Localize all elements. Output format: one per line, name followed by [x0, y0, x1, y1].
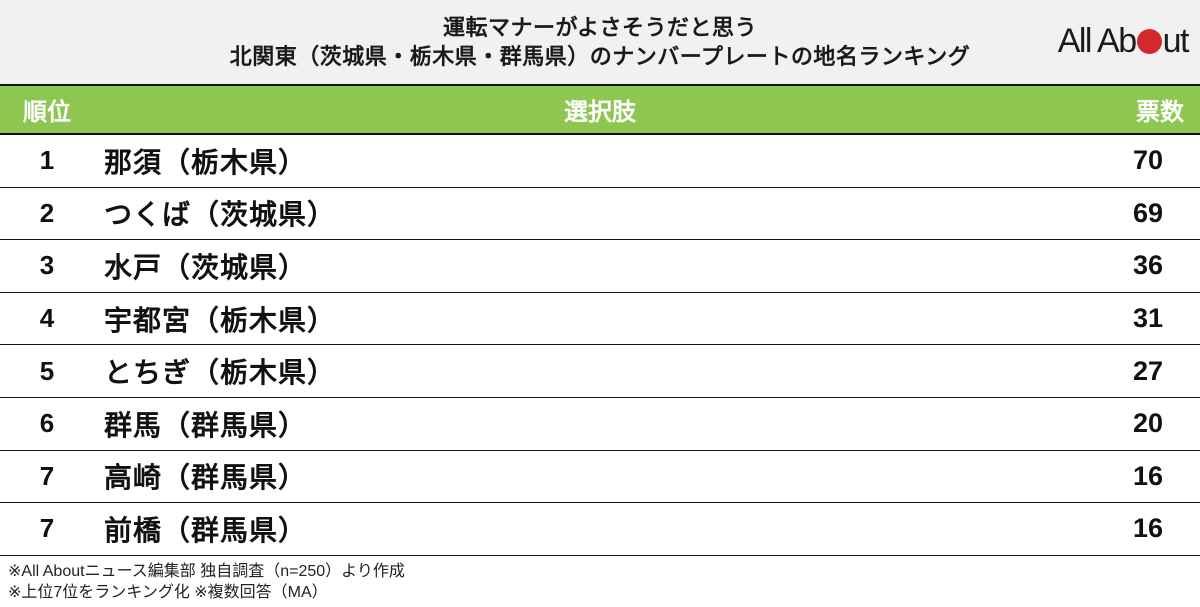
choice-cell: 群馬（群馬県） — [104, 409, 308, 441]
table-row: 1 那須（栃木県） 70 — [0, 135, 1200, 188]
votes-cell: 16 — [1132, 513, 1163, 544]
footnotes: ※All Aboutニュース編集部 独自調査（n=250）より作成 ※上位7位を… — [0, 555, 1200, 603]
votes-cell: 36 — [1132, 250, 1163, 281]
choice-cell: 高崎（群馬県） — [104, 462, 308, 494]
rank-cell: 3 — [39, 250, 55, 281]
rank-cell: 4 — [39, 303, 55, 334]
footnote-line-2: ※上位7位をランキング化 ※複数回答（MA） — [8, 583, 328, 601]
title-line-1: 運転マナーがよさそうだと思う — [443, 15, 757, 40]
column-header-votes: 票数 — [1136, 99, 1184, 126]
choice-cell: つくば（茨城県） — [104, 199, 337, 231]
votes-cell: 20 — [1132, 408, 1163, 439]
votes-cell: 16 — [1132, 460, 1163, 491]
table-header-row: 順位 選択肢 票数 — [0, 84, 1200, 135]
table-row: 7 前橋（群馬県） 16 — [0, 503, 1200, 556]
choice-cell: 水戸（茨城県） — [104, 251, 308, 283]
votes-cell: 31 — [1132, 303, 1163, 334]
rank-cell: 2 — [39, 197, 55, 228]
footnote-line-1: ※All Aboutニュース編集部 独自調査（n=250）より作成 — [8, 562, 405, 580]
rank-cell: 7 — [39, 460, 55, 491]
header-band: 運転マナーがよさそうだと思う 北関東（茨城県・栃木県・群馬県）のナンバープレート… — [0, 0, 1200, 84]
rank-cell: 1 — [39, 145, 55, 176]
rank-cell: 5 — [39, 355, 55, 386]
logo-red-dot-icon — [1136, 29, 1162, 54]
logo-text-right: ut — [1162, 22, 1190, 60]
column-header-choice: 選択肢 — [564, 99, 636, 126]
votes-cell: 27 — [1132, 355, 1163, 386]
choice-cell: 宇都宮（栃木県） — [104, 304, 337, 336]
column-header-rank: 順位 — [23, 99, 71, 126]
table-row: 7 高崎（群馬県） 16 — [0, 450, 1200, 504]
table-row: 6 群馬（群馬県） 20 — [0, 397, 1200, 451]
table-row: 2 つくば（茨城県） 69 — [0, 187, 1200, 241]
choice-cell: 那須（栃木県） — [104, 146, 308, 178]
title-line-2: 北関東（茨城県・栃木県・群馬県）のナンバープレートの地名ランキング — [229, 44, 971, 69]
rank-cell: 7 — [39, 513, 55, 544]
choice-cell: 前橋（群馬県） — [104, 514, 308, 546]
choice-cell: とちぎ（栃木県） — [104, 357, 337, 389]
rank-cell: 6 — [39, 408, 55, 439]
votes-cell: 70 — [1132, 145, 1163, 176]
table-row: 4 宇都宮（栃木県） 31 — [0, 292, 1200, 346]
table-row: 5 とちぎ（栃木県） 27 — [0, 345, 1200, 398]
table-row: 3 水戸（茨城県） 36 — [0, 240, 1200, 293]
votes-cell: 69 — [1132, 197, 1163, 228]
table-body: 1 那須（栃木県） 70 2 つくば（茨城県） 69 3 水戸（茨城県） 36 … — [0, 135, 1200, 556]
logo-text-left: All Ab — [1057, 22, 1137, 60]
page-title: 運転マナーがよさそうだと思う 北関東（茨城県・栃木県・群馬県）のナンバープレート… — [0, 0, 1200, 71]
all-about-logo: All Ab ut — [1057, 22, 1190, 60]
